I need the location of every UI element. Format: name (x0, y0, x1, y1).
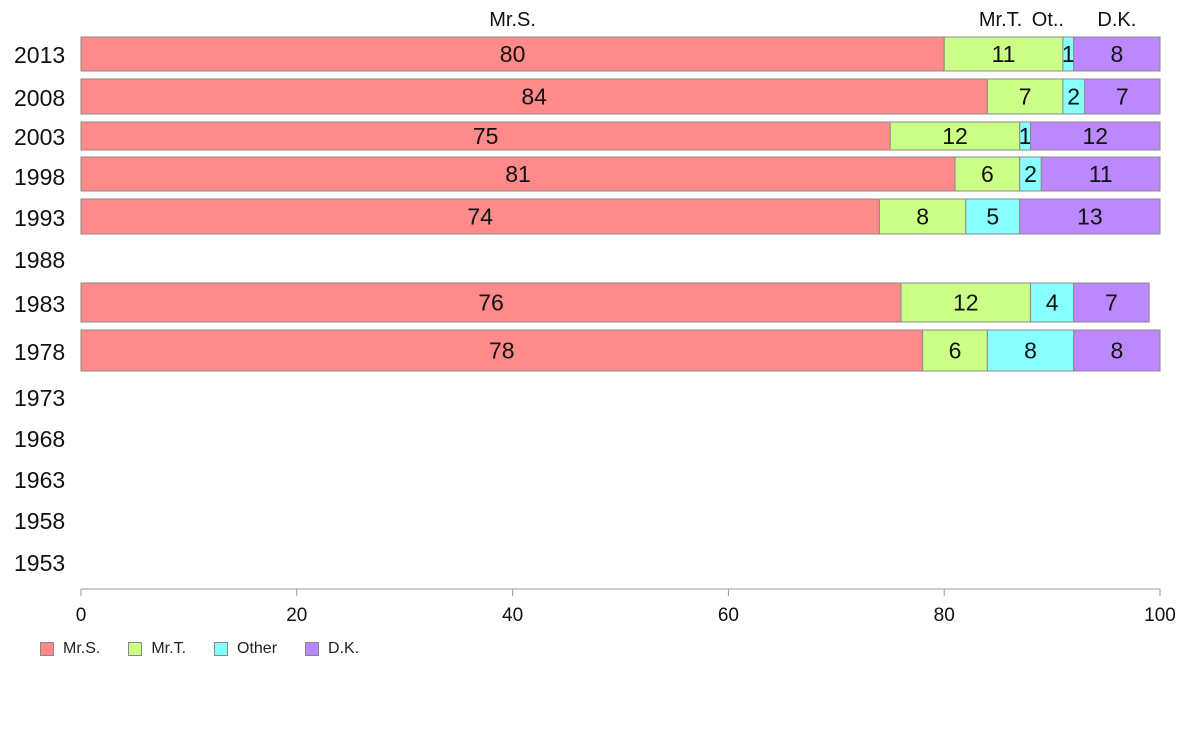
bar-1983-Other (1030, 282, 1075, 323)
data-label-1993-Mr.S.: 74 (467, 204, 493, 230)
legend-label: Mr.T. (151, 640, 187, 657)
legend-item-Other: Other (214, 640, 277, 658)
x-tick-label-100: 100 (1144, 605, 1176, 626)
legend-label: D.K. (328, 640, 360, 657)
legend-item-Mr.S.: Mr.S. (40, 640, 100, 658)
legend-swatch (128, 642, 143, 656)
series-header-row: Mr.S. Mr.T. Ot.. D.K. (489, 9, 1136, 31)
data-label-1978-Mr.T.: 6 (949, 338, 962, 364)
data-label-1998-Mr.S.: 81 (505, 161, 531, 187)
y-tick-label-2003: 2003 (14, 124, 65, 150)
y-tick-label-1963: 1963 (14, 467, 65, 493)
bar-1993-Other (965, 198, 1021, 235)
data-label-1998-D.K.: 11 (1089, 161, 1113, 187)
y-tick-label-1983: 1983 (14, 291, 65, 317)
data-label-1998-Mr.T.: 6 (981, 161, 994, 187)
bar-2008-Mr.T. (986, 78, 1064, 115)
bar-1978-D.K. (1073, 329, 1161, 372)
bar-1983-Mr.S. (80, 282, 902, 323)
data-label-1983-Mr.T.: 12 (953, 290, 979, 316)
data-label-2003-Mr.T.: 12 (942, 123, 968, 149)
bar-1998-D.K. (1040, 156, 1161, 192)
data-label-1978-D.K.: 8 (1110, 338, 1123, 364)
x-tick-label-40: 40 (502, 605, 523, 626)
data-label-1978-Other: 8 (1024, 338, 1037, 364)
x-tick-label-20: 20 (286, 605, 307, 626)
data-label-2008-Other: 2 (1067, 84, 1080, 110)
series-header-Mr.T.: Mr.T. (979, 9, 1022, 31)
data-label-2003-D.K.: 12 (1082, 123, 1108, 149)
legend-swatch (40, 642, 54, 656)
x-axis: 0 20 40 60 80 100 (76, 588, 1176, 626)
data-label-2013-Mr.T.: 11 (992, 41, 1016, 67)
bar-1993-Mr.T. (878, 198, 967, 235)
bar-1993-D.K. (1019, 198, 1161, 235)
data-label-2013-Mr.S.: 80 (500, 41, 526, 67)
legend-label: Other (237, 640, 278, 657)
series-header-Mr.S.: Mr.S. (489, 9, 536, 31)
y-tick-label-1978: 1978 (14, 339, 65, 365)
data-label-1983-Other: 4 (1046, 290, 1059, 316)
bar-1983-Mr.T. (900, 282, 1032, 323)
y-tick-label-2013: 2013 (14, 42, 65, 68)
data-label-1993-D.K.: 13 (1077, 204, 1103, 230)
bar-1978-Other (986, 329, 1075, 372)
data-label-2013-D.K.: 8 (1110, 41, 1123, 67)
bar-1978-Mr.T. (922, 329, 988, 372)
data-label-2013-Other: 1 (1062, 41, 1075, 67)
data-label-1983-Mr.S.: 76 (478, 290, 504, 316)
data-label-1993-Other: 5 (986, 204, 999, 230)
data-label-2003-Mr.S.: 75 (473, 123, 499, 149)
series-header-D.K.: D.K. (1097, 9, 1136, 31)
legend: Mr.S. Mr.T. Other D.K. (40, 640, 387, 658)
legend-item-D.K.: D.K. (305, 640, 359, 658)
x-tick-label-60: 60 (718, 605, 739, 626)
data-label-1998-Other: 2 (1024, 161, 1037, 187)
bar-1998-Mr.S. (80, 156, 956, 192)
y-tick-label-1993: 1993 (14, 205, 65, 231)
y-axis-tick-labels: 2013 2008 2003 1998 1993 1988 1983 1978 1973 1968… (14, 42, 65, 576)
series-header-Other: Ot.. (1032, 9, 1064, 31)
data-label-2008-D.K.: 7 (1116, 84, 1129, 110)
bar-2013-Mr.S. (80, 36, 945, 72)
y-tick-label-1958: 1958 (14, 508, 65, 534)
bar-2003-Mr.T. (889, 121, 1021, 151)
data-label-2008-Mr.T.: 7 (1019, 84, 1032, 110)
bar-1983-D.K. (1073, 282, 1150, 323)
data-label-1983-D.K.: 7 (1105, 290, 1118, 316)
legend-item-Mr.T.: Mr.T. (128, 640, 186, 658)
data-label-2008-Mr.S.: 84 (521, 84, 547, 110)
bar-2003-D.K. (1030, 121, 1161, 151)
y-tick-label-2008: 2008 (14, 85, 65, 111)
y-tick-label-1988: 1988 (14, 247, 65, 273)
x-tick-label-80: 80 (934, 605, 955, 626)
legend-swatch (305, 642, 320, 656)
bar-1998-Mr.T. (954, 156, 1021, 192)
x-tick-label-0: 0 (76, 605, 87, 626)
bar-2008-D.K. (1083, 78, 1161, 115)
y-tick-label-1973: 1973 (14, 385, 65, 411)
y-tick-label-1953: 1953 (14, 550, 65, 576)
y-tick-label-1998: 1998 (14, 164, 65, 190)
bar-1978-Mr.S. (80, 329, 924, 372)
bar-2013-D.K. (1073, 36, 1161, 72)
bar-2003-Mr.S. (80, 121, 891, 151)
data-label-1978-Mr.S.: 78 (489, 338, 515, 364)
y-tick-label-1968: 1968 (14, 426, 65, 452)
data-label-1993-Mr.T.: 8 (916, 204, 929, 230)
legend-label: Mr.S. (63, 640, 101, 657)
bar-2013-Mr.T. (943, 36, 1064, 72)
data-label-2003-Other: 1 (1019, 123, 1032, 149)
legend-swatch (214, 642, 229, 656)
